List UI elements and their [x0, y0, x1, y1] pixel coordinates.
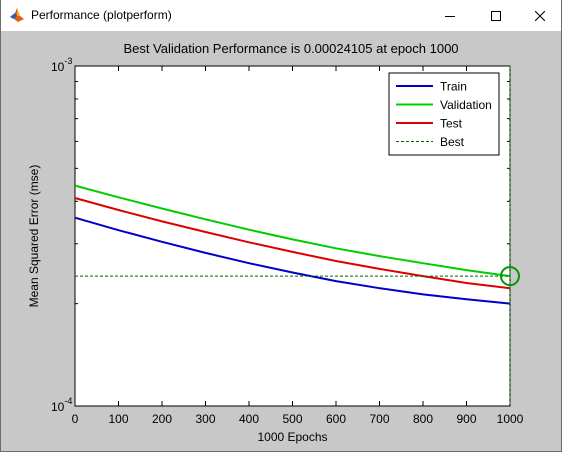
minimize-icon: [445, 15, 455, 17]
chart-title: Best Validation Performance is 0.0002410…: [123, 41, 458, 56]
best-marker: [500, 266, 520, 287]
legend-label-validation: Validation: [440, 98, 492, 112]
x-tick-label: 0: [72, 412, 79, 426]
x-tick-label: 100: [108, 412, 128, 426]
y-tick-labels: 10-3 10-4: [51, 56, 72, 414]
series-lines: [74, 66, 520, 406]
x-tick-label: 400: [239, 412, 259, 426]
matlab-icon: [10, 8, 24, 22]
series-line-train: [74, 216, 511, 305]
x-tick-label: 200: [152, 412, 172, 426]
x-tick-label: 1000: [497, 412, 524, 426]
legend-label-best: Best: [440, 135, 465, 149]
series-line-test: [74, 197, 511, 290]
y-axis-label: Mean Squared Error (mse): [27, 165, 41, 308]
y-tick-label: 10-4: [51, 396, 72, 414]
x-tick-labels: 0 100 200 300 400 500 600 700 800 900 1000: [72, 412, 524, 426]
x-tick-label: 600: [326, 412, 346, 426]
maximize-button[interactable]: [473, 0, 519, 31]
series-line-validation: [74, 184, 511, 278]
legend-label-train: Train: [440, 80, 467, 94]
x-tick-label: 300: [195, 412, 215, 426]
window-title: Performance (plotperform): [31, 8, 172, 22]
legend-label-test: Test: [440, 117, 463, 131]
performance-chart: Best Validation Performance is 0.0002410…: [27, 41, 524, 444]
close-button[interactable]: [517, 0, 562, 31]
minimize-button[interactable]: [427, 0, 473, 31]
y-tick-label: 10-3: [51, 56, 72, 74]
close-icon: [535, 10, 545, 21]
legend[interactable]: Train Validation Test Best: [388, 72, 500, 156]
x-tick-label: 800: [413, 412, 433, 426]
x-tick-label: 700: [369, 412, 389, 426]
title-bar[interactable]: Performance (plotperform): [1, 0, 561, 31]
x-axis-label: 1000 Epochs: [257, 430, 327, 444]
maximize-icon: [491, 10, 501, 21]
x-tick-label: 900: [456, 412, 476, 426]
x-tick-label: 500: [282, 412, 302, 426]
